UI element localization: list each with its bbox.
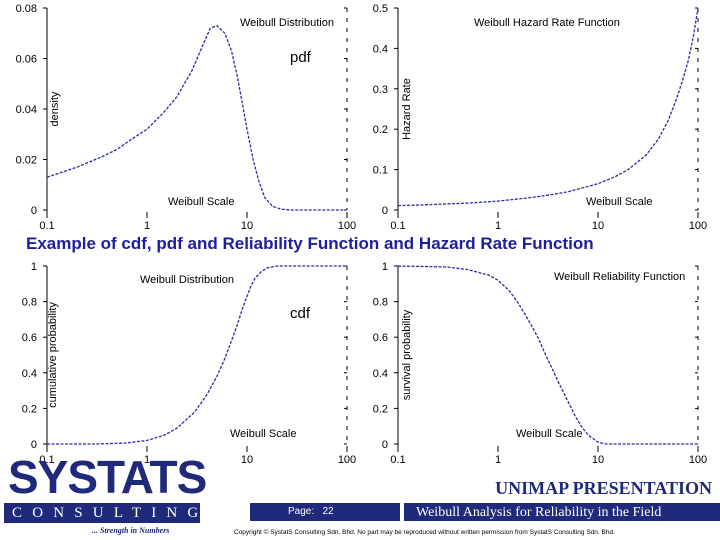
chart2-y-tick-label: 0.1 — [373, 165, 388, 177]
company-tagline: ... Strength in Numbers — [92, 526, 170, 535]
chart4-y-tick-label: 0.8 — [373, 297, 388, 309]
chart2-title: Weibull Hazard Rate Function — [474, 17, 620, 29]
chart2-x-tick-label: 100 — [689, 220, 707, 232]
chart4-y-tick-label: 0.2 — [373, 403, 388, 415]
chart3-x-tick-label: 1 — [144, 454, 150, 466]
chart3-y-tick-label: 1 — [31, 261, 37, 273]
chart4-x-tick-label: 1 — [495, 454, 501, 466]
chart1-y-tick-label: 0.08 — [16, 3, 37, 15]
chart1-x-tick-label: 100 — [338, 220, 356, 232]
company-logo-subtitle: CONSULTING — [12, 505, 209, 521]
chart2-y-tick-label: 0.5 — [373, 3, 388, 15]
chart3-x-tick-label: 0.1 — [39, 454, 54, 466]
chart2-y-tick-label: 0 — [382, 205, 388, 217]
chart1-x-tick-label: 10 — [241, 220, 253, 232]
chart4-title: Weibull Reliability Function — [554, 271, 685, 283]
copyright-notice: Copyright © SystatS Consulting Sdn. Bhd.… — [234, 529, 615, 536]
chart3-x-label: Weibull Scale — [230, 428, 296, 440]
chart2-y-tick-label: 0.2 — [373, 124, 388, 136]
chart1-y-tick-label: 0.04 — [16, 104, 37, 116]
company-logo-wordmark: SYSTATS — [8, 451, 207, 503]
chart1-x-label: Weibull Scale — [168, 196, 234, 208]
chart3-y-tick-label: 0.4 — [22, 368, 37, 380]
chart4-x-label: Weibull Scale — [516, 428, 582, 440]
chart2-x-tick-label: 0.1 — [390, 220, 405, 232]
presentation-label: UNIMAP PRESENTATION — [495, 478, 712, 498]
chart3-y-label: cumulative probability — [47, 302, 59, 408]
chart3-y-tick-label: 0.2 — [22, 403, 37, 415]
chart3-series-line — [47, 265, 347, 445]
chart1-title: Weibull Distribution — [240, 17, 334, 29]
chart1-y-tick-label: 0.02 — [16, 155, 37, 167]
chart2-y-tick-label: 0.4 — [373, 43, 388, 55]
chart3-y-tick-label: 0 — [31, 439, 37, 451]
chart1-x-tick-label: 1 — [144, 220, 150, 232]
chart4-y-tick-label: 0.6 — [373, 332, 388, 344]
chart2-x-tick-label: 10 — [592, 220, 604, 232]
chart2-series-line — [397, 7, 699, 207]
page-number: Page: 22 — [288, 506, 334, 517]
chart2-x-tick-label: 1 — [495, 220, 501, 232]
chart4-series-line — [397, 265, 698, 445]
slide-title: Example of cdf, pdf and Reliability Func… — [26, 234, 594, 253]
chart1-y-label: density — [49, 91, 61, 126]
chart3-title: Weibull Distribution — [140, 274, 234, 286]
chart4-x-tick-label: 10 — [592, 454, 604, 466]
subject-banner — [404, 503, 720, 521]
chart2-y-tick-label: 0.3 — [373, 84, 388, 96]
chart3-y-tick-label: 0.8 — [22, 297, 37, 309]
chart3-x-tick-label: 10 — [241, 454, 253, 466]
chart4-x-tick-label: 0.1 — [390, 454, 405, 466]
chart4-y-tick-label: 1 — [382, 261, 388, 273]
chart3-annotation: cdf — [290, 305, 311, 322]
chart1-series-line — [46, 24, 347, 211]
chart1-y-tick-label: 0 — [31, 205, 37, 217]
chart3-y-tick-label: 0.6 — [22, 332, 37, 344]
subject-banner-text: Weibull Analysis for Reliability in the … — [416, 505, 662, 520]
chart1-annotation: pdf — [290, 49, 312, 66]
chart4-y-tick-label: 0 — [382, 439, 388, 451]
chart2-x-label: Weibull Scale — [586, 196, 652, 208]
chart3-x-tick-label: 100 — [338, 454, 356, 466]
page-number-box — [250, 503, 400, 521]
chart1-x-tick-label: 0.1 — [39, 220, 54, 232]
chart1-y-tick-label: 0.06 — [16, 54, 37, 66]
chart4-y-label: survival probability — [401, 309, 413, 400]
logo-strip — [4, 503, 200, 523]
chart4-x-tick-label: 100 — [689, 454, 707, 466]
chart4-y-tick-label: 0.4 — [373, 368, 388, 380]
chart2-y-label: Hazard Rate — [401, 78, 413, 140]
